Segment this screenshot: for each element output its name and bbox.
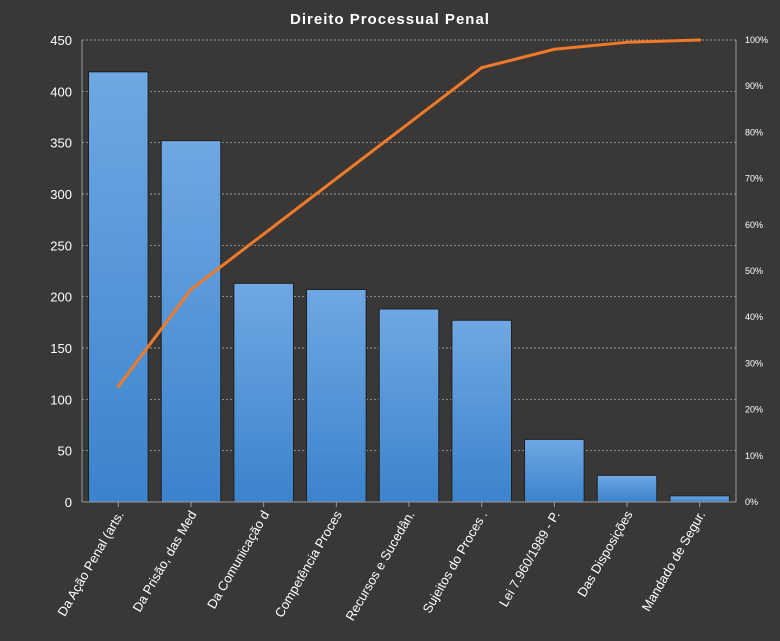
y2-tick-label: 10%	[745, 451, 763, 461]
y2-tick-label: 30%	[745, 358, 763, 368]
x-tick-label: Competência Proces	[272, 508, 346, 620]
bars	[88, 71, 730, 503]
x-tick-label: Sujeitos do Proces .	[419, 508, 490, 616]
x-tick-label: Da Ação Penal (arts.	[54, 508, 127, 619]
category-labels: Da Ação Penal (arts. Da Prisão, das Med Da…	[54, 508, 708, 624]
cumulative-line-layer	[116, 38, 702, 388]
x-tick-label: Da Comunicação d	[204, 508, 272, 611]
cumulative-point	[189, 287, 193, 291]
y2-tick-label: 0%	[745, 497, 758, 507]
cumulative-point	[480, 66, 484, 70]
y-tick-label: 250	[50, 238, 72, 253]
bar	[669, 495, 730, 503]
cumulative-point	[625, 40, 629, 44]
cumulative-point	[334, 177, 338, 181]
y-tick-label: 400	[50, 84, 72, 99]
y2-tick-label: 50%	[745, 266, 763, 276]
cumulative-point	[698, 38, 702, 42]
y2-tick-label: 70%	[745, 174, 763, 184]
y-tick-label: 150	[50, 341, 72, 356]
y2-tick-label: 80%	[745, 127, 763, 137]
cumulative-point	[116, 385, 120, 388]
x-tick-label: Das Disposições	[574, 508, 636, 600]
axes	[81, 40, 737, 507]
bar	[451, 319, 512, 503]
bar	[306, 288, 367, 503]
bar	[160, 140, 222, 503]
y2-tick-label: 20%	[745, 405, 763, 415]
y-tick-label: 50	[58, 444, 72, 459]
bar	[596, 474, 658, 503]
x-tick-label: Lei 7.960/1989 - P.	[496, 508, 563, 609]
cumulative-point	[552, 47, 556, 51]
right-axis-ticks: 0% 10% 20% 30% 40% 50% 60% 70% 80% 90% 100%	[745, 35, 768, 507]
y2-tick-label: 90%	[745, 81, 763, 91]
bar	[88, 71, 149, 503]
cumulative-point	[407, 121, 411, 125]
y-tick-label: 350	[50, 136, 72, 151]
cumulative-point	[262, 232, 266, 236]
bar	[524, 438, 585, 503]
y-tick-label: 450	[50, 33, 72, 48]
y-tick-label: 200	[50, 290, 72, 305]
x-tick-label: Da Prisão, das Med	[130, 508, 200, 614]
bar	[233, 282, 294, 503]
y-tick-label: 100	[50, 392, 72, 407]
x-tick-label: Recursos e Sucedân.	[342, 508, 417, 623]
y-tick-label: 300	[50, 187, 72, 202]
bar	[378, 308, 440, 503]
y2-tick-label: 40%	[745, 312, 763, 322]
x-tick-label: Mandado de Segur.	[639, 508, 709, 614]
y2-tick-label: 100%	[745, 35, 768, 45]
y2-tick-label: 60%	[745, 220, 763, 230]
chart-title: Direito Processual Penal	[290, 11, 490, 28]
left-axis-ticks: 0 50 100 150 200 250 300 350 400 450	[50, 33, 72, 510]
y-tick-label: 0	[65, 495, 72, 510]
